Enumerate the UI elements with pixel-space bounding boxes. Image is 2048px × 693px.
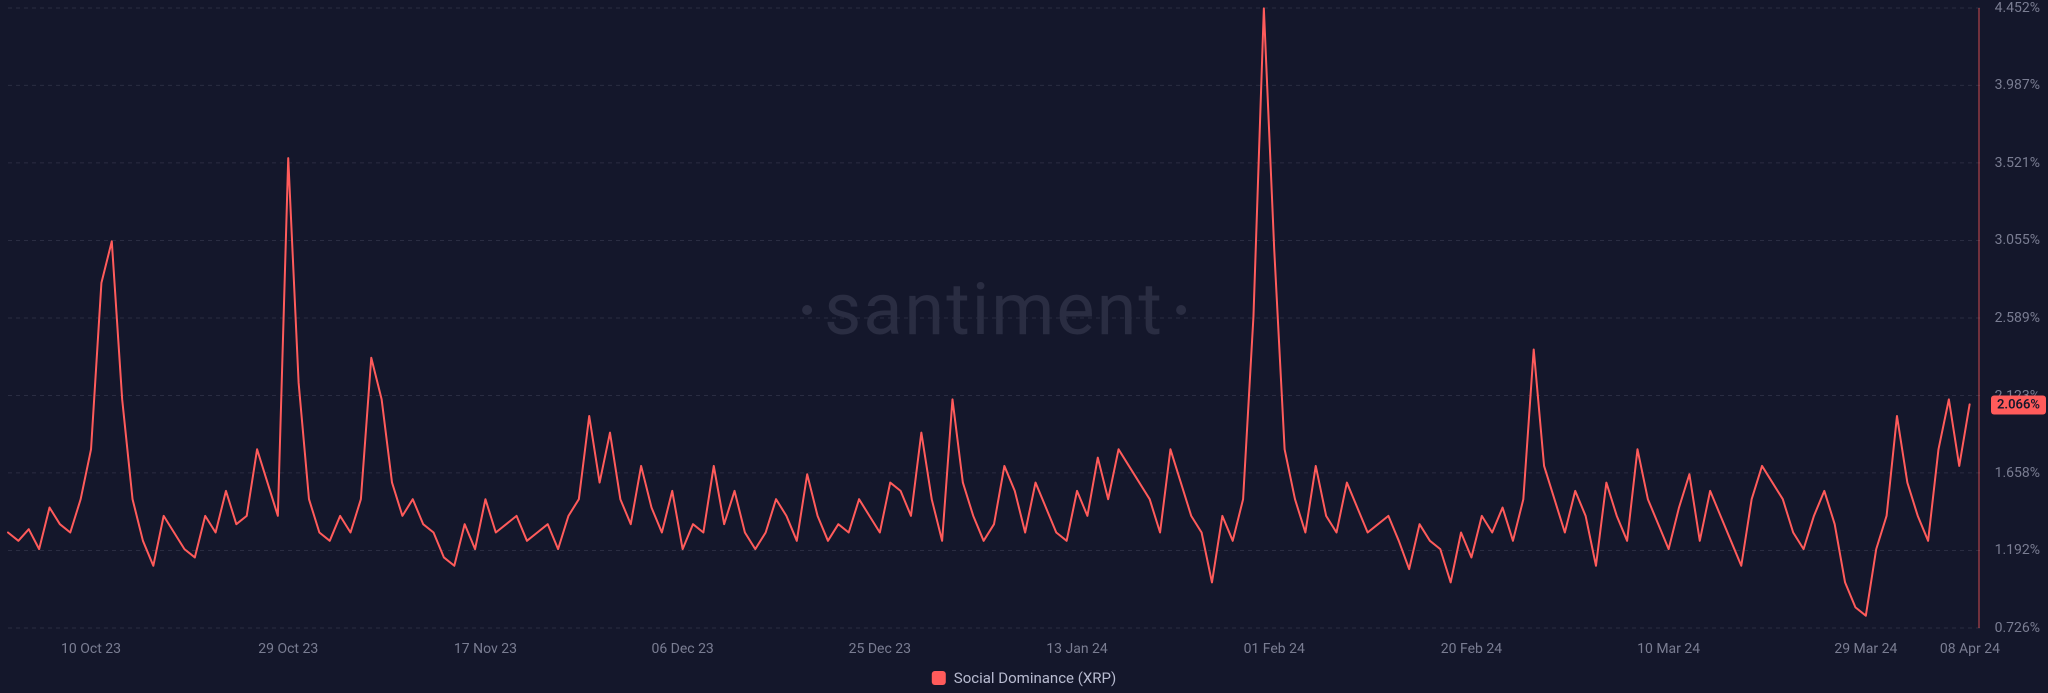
- plot-area[interactable]: santiment: [8, 8, 1980, 628]
- x-tick-label: 29 Oct 23: [258, 641, 318, 657]
- legend-swatch: [932, 671, 946, 685]
- x-tick-label-right: 08 Apr 24: [1940, 641, 2000, 657]
- x-tick-label: 17 Nov 23: [454, 641, 517, 657]
- y-tick-label: 0.726%: [1995, 620, 2040, 636]
- y-tick-label: 3.055%: [1995, 232, 2040, 248]
- x-tick-label: 20 Feb 24: [1441, 641, 1502, 657]
- legend-label: Social Dominance (XRP): [954, 669, 1116, 687]
- current-value-badge: 2.066%: [1991, 396, 2046, 415]
- y-tick-label: 4.452%: [1995, 0, 2040, 16]
- x-tick-label: 01 Feb 24: [1244, 641, 1305, 657]
- x-tick-label: 13 Jan 24: [1046, 641, 1108, 657]
- chart-svg: [8, 8, 1980, 628]
- y-tick-label: 1.192%: [1995, 542, 2040, 558]
- current-value-text: 2.066%: [1997, 398, 2040, 413]
- x-tick-label: 25 Dec 23: [849, 641, 911, 657]
- y-tick-label: 2.589%: [1995, 310, 2040, 326]
- x-tick-label: 10 Oct 23: [61, 641, 121, 657]
- chart-container: santiment 0.726%1.192%1.658%2.123%2.589%…: [0, 0, 2048, 693]
- y-tick-label: 3.521%: [1995, 155, 2040, 171]
- legend[interactable]: Social Dominance (XRP): [932, 669, 1116, 687]
- y-tick-label: 1.658%: [1995, 465, 2040, 481]
- x-tick-label: 29 Mar 24: [1834, 641, 1897, 657]
- x-tick-label: 06 Dec 23: [651, 641, 713, 657]
- y-tick-label: 3.987%: [1995, 77, 2040, 93]
- right-axis-line: [1978, 8, 1980, 628]
- x-tick-label: 10 Mar 24: [1637, 641, 1700, 657]
